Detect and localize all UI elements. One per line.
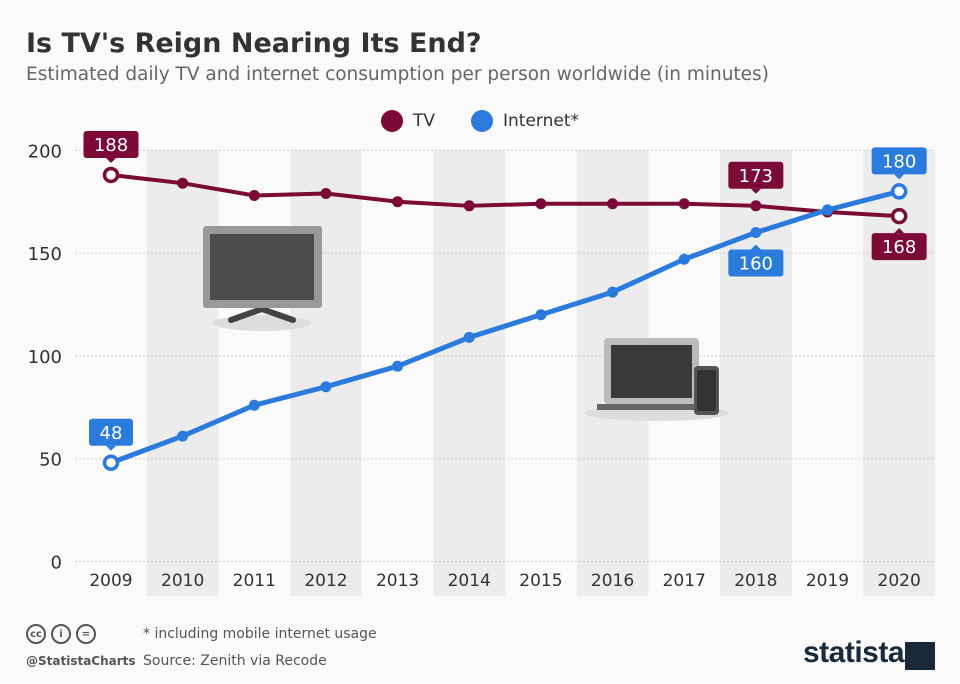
internet-data-label: 48: [100, 423, 123, 444]
x-tick-label: 2011: [233, 571, 276, 591]
tv-data-label-box: [83, 130, 139, 158]
tv-data-label: 173: [739, 166, 773, 187]
laptop-screen: [611, 345, 692, 398]
x-tick-label: 2014: [448, 571, 491, 591]
statista-logo-mark: [905, 642, 935, 670]
x-tick-label: 2017: [663, 571, 706, 591]
tv-point: [392, 196, 404, 208]
internet-data-label-pointer: [750, 244, 761, 250]
legend-item-tv: TV: [380, 110, 435, 132]
legend: TV Internet*: [0, 110, 960, 132]
tv-point: [750, 200, 762, 212]
tv-data-label-pointer: [894, 228, 905, 234]
tv-point: [463, 200, 475, 212]
internet-point: [177, 430, 189, 442]
by-icon: i: [51, 624, 71, 644]
tv-shadow: [213, 315, 311, 331]
tv-data-label-box: [871, 233, 927, 261]
column-band: [433, 150, 506, 596]
legend-item-internet: Internet*: [471, 110, 579, 132]
tv-data-label-pointer: [106, 157, 116, 163]
internet-point: [392, 360, 404, 372]
column-band: [720, 150, 792, 596]
tv-line: [110, 172, 900, 219]
column-band: [290, 150, 362, 596]
internet-point: [320, 381, 332, 393]
internet-point: [890, 183, 908, 200]
source: Source: Zenith via Recode: [143, 653, 327, 669]
tv-point: [248, 190, 260, 202]
tv-data-label-pointer: [750, 188, 761, 194]
x-tick-label: 2019: [806, 571, 849, 591]
tv-point: [177, 177, 189, 189]
tv-point: [607, 198, 619, 210]
internet-point: [678, 253, 690, 265]
phone-screen: [697, 370, 716, 411]
internet-line: [110, 188, 900, 466]
x-tick-label: 2013: [376, 571, 419, 591]
statista-logo[interactable]: statista: [803, 636, 905, 669]
x-tick-label: 2010: [161, 571, 204, 591]
y-tick-label: 0: [51, 553, 62, 574]
tv-data-label-box: [728, 161, 784, 189]
x-tick-label: 2020: [878, 571, 921, 591]
x-tick-label: 2015: [519, 571, 562, 591]
y-tick-label: 200: [28, 141, 62, 162]
laptop-base: [597, 404, 707, 410]
cc-icon: cc: [26, 624, 46, 644]
internet-point: [822, 204, 833, 216]
x-tick-label: 2012: [304, 571, 347, 591]
nd-icon: =: [76, 624, 96, 644]
internet-data-label-pointer: [106, 445, 116, 451]
legend-swatch-tv: [380, 110, 403, 132]
column-band: [146, 150, 219, 596]
tv-data-label: 168: [882, 237, 916, 258]
tv-point: [535, 198, 547, 210]
chart-title: Is TV's Reign Nearing Its End?: [26, 28, 482, 59]
legend-label-tv: TV: [412, 111, 435, 131]
internet-data-label-pointer: [894, 174, 905, 180]
tv-point: [890, 207, 908, 225]
license-icons: cc i =: [26, 624, 96, 644]
tv-screen: [210, 234, 314, 300]
internet-data-label-box: [728, 249, 784, 277]
internet-point: [607, 286, 619, 298]
internet-data-label: 160: [739, 254, 773, 275]
tv-point: [678, 198, 690, 210]
internet-point: [248, 399, 260, 411]
internet-point: [102, 454, 120, 472]
tv-point: [102, 166, 120, 184]
tv-point: [320, 187, 332, 199]
y-tick-label: 50: [39, 450, 62, 471]
chart-subtitle: Estimated daily TV and internet consumpt…: [26, 64, 769, 85]
x-tick-label: 2016: [591, 571, 634, 591]
internet-point: [750, 227, 762, 239]
internet-point: [463, 331, 475, 343]
x-tick-label: 2018: [734, 571, 777, 591]
y-tick-label: 150: [28, 244, 62, 265]
y-tick-label: 100: [28, 347, 62, 368]
internet-data-label: 180: [882, 151, 916, 172]
footnote: * including mobile internet usage: [143, 626, 377, 642]
x-tick-label: 2009: [89, 571, 132, 591]
twitter-handle: @StatistaCharts: [26, 654, 136, 668]
internet-data-label-box: [89, 418, 133, 446]
tv-data-label: 188: [94, 135, 128, 156]
internet-point: [535, 309, 547, 321]
legend-label-internet: Internet*: [503, 111, 580, 131]
internet-data-label-box: [871, 147, 927, 175]
tv-stand: [228, 305, 296, 323]
legend-swatch-internet: [471, 110, 493, 132]
